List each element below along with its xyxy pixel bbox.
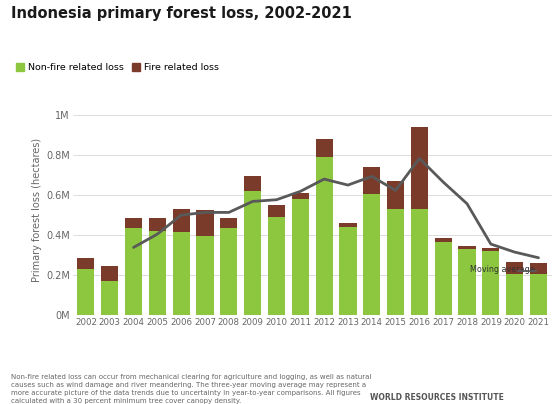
Bar [315,139,333,157]
Bar [387,181,404,209]
Bar [387,209,404,315]
Bar [149,231,166,315]
Bar [125,228,142,315]
Text: Moving average: Moving average [470,265,535,274]
Bar [530,263,547,274]
Bar [530,274,547,315]
Bar [459,246,475,249]
Bar [292,193,309,199]
Text: Indonesia primary forest loss, 2002-2021: Indonesia primary forest loss, 2002-2021 [11,6,352,21]
Bar [149,218,166,231]
Bar [197,236,213,315]
Text: WORLD RESOURCES INSTITUTE: WORLD RESOURCES INSTITUTE [370,393,503,402]
Y-axis label: Primary forest loss (hectares): Primary forest loss (hectares) [32,138,42,282]
Bar [101,266,118,281]
Bar [125,218,142,228]
Bar [506,262,523,274]
Bar [411,127,428,209]
Bar [244,191,261,315]
Bar [482,248,500,251]
Bar [339,227,357,315]
Bar [411,209,428,315]
Bar [363,194,380,315]
Bar [220,218,237,228]
Bar [244,176,261,191]
Bar [459,249,475,315]
Bar [220,228,237,315]
Bar [77,258,95,269]
Bar [172,209,190,232]
Bar [77,269,95,315]
Bar [268,217,285,315]
Bar [197,210,213,236]
Bar [482,251,500,315]
Legend: Non-fire related loss, Fire related loss: Non-fire related loss, Fire related loss [16,63,219,72]
Bar [268,205,285,217]
Bar [506,274,523,315]
Text: Non-fire related loss can occur from mechanical clearing for agriculture and log: Non-fire related loss can occur from mec… [11,374,372,404]
Bar [101,281,118,315]
Bar [172,232,190,315]
Bar [435,238,452,242]
Bar [315,157,333,315]
Bar [339,223,357,227]
Bar [363,167,380,194]
Bar [292,199,309,315]
Bar [435,242,452,315]
